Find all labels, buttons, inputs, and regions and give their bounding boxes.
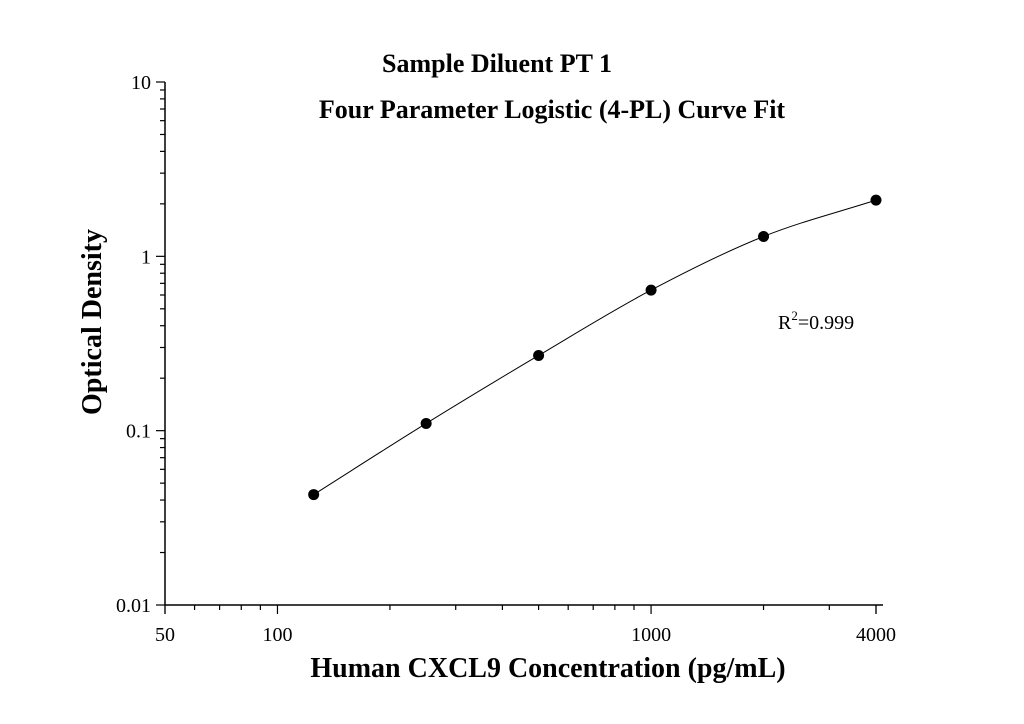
data-point bbox=[758, 230, 770, 242]
r-squared-value: =0.999 bbox=[798, 312, 854, 334]
y-tick-label: 0.01 bbox=[116, 595, 151, 617]
x-tick-label: 4000 bbox=[856, 624, 896, 646]
fit-curve bbox=[313, 199, 877, 495]
axes bbox=[164, 82, 883, 606]
data-point bbox=[645, 284, 657, 296]
y-tick-label: 10 bbox=[131, 72, 151, 94]
x-tick-label: 50 bbox=[155, 624, 175, 646]
chart-subtitle: Four Parameter Logistic (4-PL) Curve Fit bbox=[319, 95, 786, 124]
r-squared-superscript: 2 bbox=[791, 308, 798, 323]
data-point bbox=[420, 417, 432, 429]
x-tick-label: 100 bbox=[262, 624, 292, 646]
y-tick-label: 0.1 bbox=[126, 421, 151, 443]
data-points bbox=[308, 194, 882, 501]
data-point bbox=[533, 349, 545, 361]
data-point bbox=[308, 489, 320, 501]
y-tick-label: 1 bbox=[141, 246, 151, 268]
ticks bbox=[156, 81, 877, 614]
x-axis-label: Human CXCL9 Concentration (pg/mL) bbox=[310, 653, 785, 684]
y-axis-label: Optical Density bbox=[77, 229, 108, 415]
data-point bbox=[870, 194, 882, 206]
chart-title: Sample Diluent PT 1 bbox=[382, 49, 612, 78]
r-squared-annotation: R2=0.999 bbox=[778, 308, 854, 334]
x-tick-label: 1000 bbox=[631, 624, 671, 646]
r-squared-base: R bbox=[778, 312, 792, 334]
tick-labels: 0.01 0.1 1 10 50 100 1000 4000 bbox=[116, 72, 896, 646]
